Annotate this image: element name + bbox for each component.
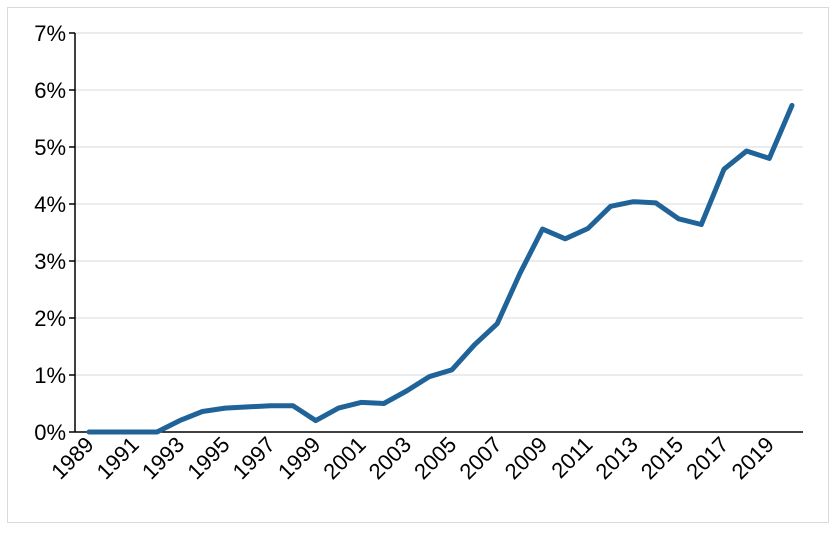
x-tick-label: 2017 [681, 432, 733, 484]
y-tick-label: 3% [34, 249, 66, 274]
series-line-0 [86, 102, 795, 435]
y-tick-label: 7% [34, 21, 66, 46]
y-tick-label: 6% [34, 78, 66, 103]
y-tick-label: 1% [34, 363, 66, 388]
y-tick-label: 2% [34, 306, 66, 331]
y-tick-label: 5% [34, 135, 66, 160]
x-tick-label: 2009 [500, 432, 552, 484]
chart-frame [7, 7, 829, 523]
x-tick-label: 2007 [454, 432, 506, 484]
x-axis-tick-labels: 1989199119931995199719992001200320052007… [46, 432, 779, 484]
x-tick-label: 2001 [318, 432, 370, 484]
series-group [86, 102, 795, 435]
y-tick-label: 4% [34, 192, 66, 217]
x-tick-label: 1991 [92, 432, 144, 484]
x-tick-label: 2003 [364, 432, 416, 484]
x-tick-label: 2019 [727, 432, 779, 484]
x-tick-label: 1995 [182, 432, 234, 484]
x-tick-label: 2005 [409, 432, 461, 484]
x-tick-label: 2011 [546, 432, 597, 483]
x-tick-label: 1997 [228, 432, 280, 484]
x-tick-label: 1999 [273, 432, 325, 484]
x-tick-label: 2015 [636, 432, 688, 484]
x-tick-label: 2013 [591, 432, 643, 484]
x-tick-label: 1993 [137, 432, 189, 484]
y-tick-label: 0% [34, 420, 66, 445]
y-axis-tick-labels: 0% 1% 2% 3% 4% 5% 6% 7% [34, 21, 75, 445]
gridlines [75, 32, 803, 376]
